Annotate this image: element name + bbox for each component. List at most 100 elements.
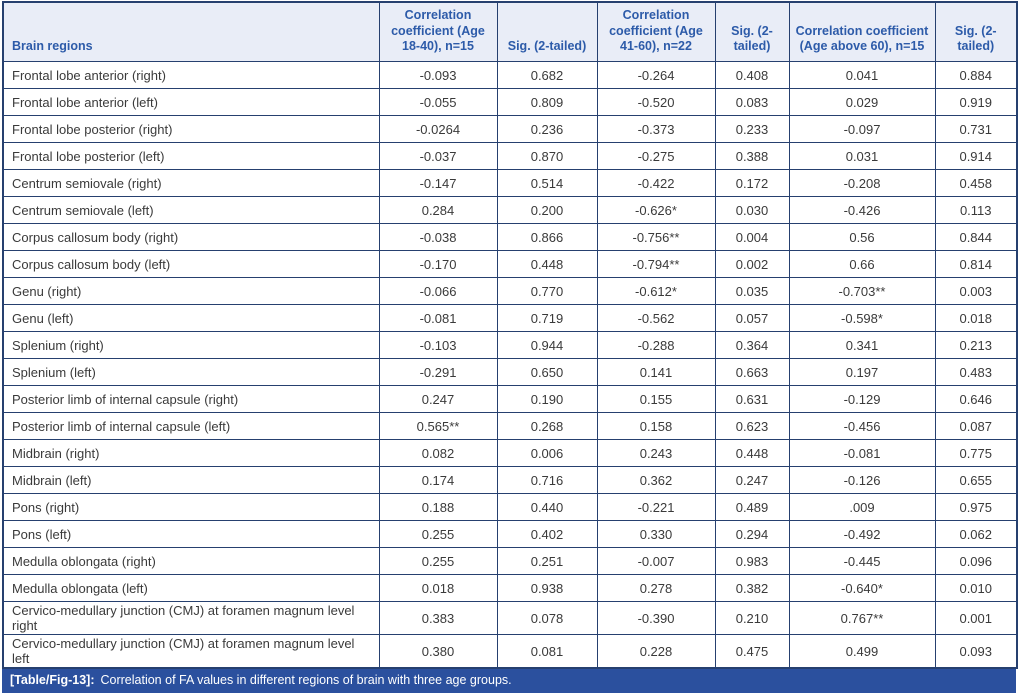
region-cell: Cervico-medullary junction (CMJ) at fora… xyxy=(2,601,380,635)
region-cell: Frontal lobe posterior (right) xyxy=(2,115,380,143)
value-cell: -0.066 xyxy=(378,277,498,305)
value-cell: 0.083 xyxy=(714,88,790,116)
value-cell: -0.756** xyxy=(596,223,716,251)
value-cell: 0.844 xyxy=(934,223,1018,251)
table-row: Genu (right) -0.066 0.770 -0.612* 0.035 … xyxy=(2,277,1018,305)
value-cell: -0.097 xyxy=(788,115,936,143)
value-cell: 0.247 xyxy=(378,385,498,413)
value-cell: 0.278 xyxy=(596,574,716,602)
value-cell: 0.483 xyxy=(934,358,1018,386)
value-cell: 0.093 xyxy=(934,634,1018,669)
value-cell: 0.002 xyxy=(714,250,790,278)
value-cell: -0.275 xyxy=(596,142,716,170)
value-cell: 0.030 xyxy=(714,196,790,224)
value-cell: 0.767** xyxy=(788,601,936,635)
column-header-brain-regions: Brain regions xyxy=(2,1,380,62)
value-cell: 0.001 xyxy=(934,601,1018,635)
table-caption: [Table/Fig-13]: Correlation of FA values … xyxy=(2,669,1016,693)
value-cell: 0.255 xyxy=(378,547,498,575)
value-cell: 0.197 xyxy=(788,358,936,386)
table-row: Pons (right) 0.188 0.440 -0.221 0.489 .0… xyxy=(2,493,1018,521)
value-cell: -0.703** xyxy=(788,277,936,305)
region-cell: Pons (right) xyxy=(2,493,380,521)
value-cell: 0.388 xyxy=(714,142,790,170)
region-cell: Posterior limb of internal capsule (left… xyxy=(2,412,380,440)
value-cell: -0.147 xyxy=(378,169,498,197)
value-cell: 0.814 xyxy=(934,250,1018,278)
value-cell: 0.655 xyxy=(934,466,1018,494)
region-cell: Medulla oblongata (left) xyxy=(2,574,380,602)
value-cell: -0.007 xyxy=(596,547,716,575)
value-cell: 0.330 xyxy=(596,520,716,548)
value-cell: 0.141 xyxy=(596,358,716,386)
value-cell: 0.096 xyxy=(934,547,1018,575)
table-row: Frontal lobe anterior (right) -0.093 0.6… xyxy=(2,61,1018,89)
table-row: Frontal lobe posterior (right) -0.0264 0… xyxy=(2,115,1018,143)
value-cell: 0.341 xyxy=(788,331,936,359)
column-header-corr-18-40: Correlation coefficient (Age 18-40), n=1… xyxy=(378,1,498,62)
value-cell: 0.775 xyxy=(934,439,1018,467)
region-cell: Corpus callosum body (right) xyxy=(2,223,380,251)
value-cell: .009 xyxy=(788,493,936,521)
value-cell: 0.944 xyxy=(496,331,598,359)
value-cell: 0.631 xyxy=(714,385,790,413)
value-cell: 0.210 xyxy=(714,601,790,635)
table-row: Midbrain (left) 0.174 0.716 0.362 0.247 … xyxy=(2,466,1018,494)
region-cell: Frontal lobe posterior (left) xyxy=(2,142,380,170)
value-cell: 0.035 xyxy=(714,277,790,305)
value-cell: 0.031 xyxy=(788,142,936,170)
value-cell: 0.382 xyxy=(714,574,790,602)
column-header-sig-2: Sig. (2-tailed) xyxy=(714,1,790,62)
value-cell: 0.809 xyxy=(496,88,598,116)
value-cell: 0.200 xyxy=(496,196,598,224)
value-cell: 0.078 xyxy=(496,601,598,635)
value-cell: 0.155 xyxy=(596,385,716,413)
value-cell: 0.489 xyxy=(714,493,790,521)
value-cell: 0.650 xyxy=(496,358,598,386)
value-cell: -0.038 xyxy=(378,223,498,251)
region-cell: Genu (left) xyxy=(2,304,380,332)
value-cell: -0.456 xyxy=(788,412,936,440)
table-header: Brain regions Correlation coefficient (A… xyxy=(2,1,1018,62)
value-cell: -0.492 xyxy=(788,520,936,548)
column-header-sig-3: Sig. (2-tailed) xyxy=(934,1,1018,62)
value-cell: 0.870 xyxy=(496,142,598,170)
region-cell: Centrum semiovale (left) xyxy=(2,196,380,224)
value-cell: 0.294 xyxy=(714,520,790,548)
value-cell: 0.682 xyxy=(496,61,598,89)
value-cell: 0.475 xyxy=(714,634,790,669)
value-cell: 0.408 xyxy=(714,61,790,89)
value-cell: 0.402 xyxy=(496,520,598,548)
value-cell: -0.373 xyxy=(596,115,716,143)
value-cell: 0.362 xyxy=(596,466,716,494)
value-cell: -0.520 xyxy=(596,88,716,116)
value-cell: 0.233 xyxy=(714,115,790,143)
value-cell: 0.188 xyxy=(378,493,498,521)
value-cell: 0.646 xyxy=(934,385,1018,413)
value-cell: 0.914 xyxy=(934,142,1018,170)
header-row: Brain regions Correlation coefficient (A… xyxy=(2,1,1018,62)
region-cell: Frontal lobe anterior (right) xyxy=(2,61,380,89)
table-row: Cervico-medullary junction (CMJ) at fora… xyxy=(2,634,1018,669)
value-cell: 0.919 xyxy=(934,88,1018,116)
value-cell: 0.440 xyxy=(496,493,598,521)
table-row: Splenium (left) -0.291 0.650 0.141 0.663… xyxy=(2,358,1018,386)
value-cell: 0.383 xyxy=(378,601,498,635)
table-row: Pons (left) 0.255 0.402 0.330 0.294 -0.4… xyxy=(2,520,1018,548)
correlation-table: Brain regions Correlation coefficient (A… xyxy=(2,1,1018,669)
value-cell: -0.264 xyxy=(596,61,716,89)
value-cell: -0.288 xyxy=(596,331,716,359)
table-row: Medulla oblongata (right) 0.255 0.251 -0… xyxy=(2,547,1018,575)
value-cell: 0.623 xyxy=(714,412,790,440)
region-cell: Frontal lobe anterior (left) xyxy=(2,88,380,116)
value-cell: -0.129 xyxy=(788,385,936,413)
value-cell: 0.565** xyxy=(378,412,498,440)
value-cell: 0.018 xyxy=(378,574,498,602)
value-cell: -0.055 xyxy=(378,88,498,116)
value-cell: 0.018 xyxy=(934,304,1018,332)
column-header-corr-above-60: Correlation coefficient (Age above 60), … xyxy=(788,1,936,62)
value-cell: 0.087 xyxy=(934,412,1018,440)
table-row: Corpus callosum body (left) -0.170 0.448… xyxy=(2,250,1018,278)
region-cell: Corpus callosum body (left) xyxy=(2,250,380,278)
